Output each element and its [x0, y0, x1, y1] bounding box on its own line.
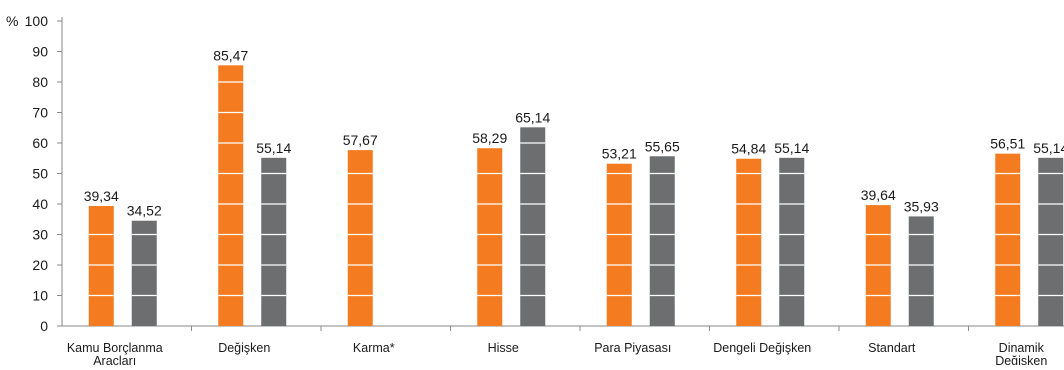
data-label: 65,14	[515, 109, 550, 125]
data-label: 39,34	[84, 188, 119, 204]
data-label: 56,51	[990, 136, 1025, 152]
x-category-label: Dinamik	[999, 341, 1045, 355]
bar	[347, 150, 373, 326]
bar	[261, 157, 287, 326]
x-category-label: Kamu Borçlanma	[67, 341, 163, 355]
bar	[131, 220, 157, 326]
y-tick-label: 70	[32, 105, 48, 121]
x-category-label: Değişken	[218, 341, 270, 355]
data-label: 55,14	[256, 140, 291, 156]
y-tick-label: 20	[32, 257, 48, 273]
y-tick-label: 10	[32, 288, 48, 304]
data-label: 39,64	[861, 187, 896, 203]
y-tick-label: 60	[32, 135, 48, 151]
x-category-label: Para Piyasası	[594, 341, 671, 355]
y-tick-label: 100	[25, 13, 49, 29]
bar	[908, 216, 934, 326]
data-label: 55,14	[774, 140, 809, 156]
x-category-label: Hisse	[488, 341, 519, 355]
data-label: 35,93	[904, 198, 939, 214]
bar	[477, 148, 503, 326]
data-label: 85,47	[213, 47, 248, 63]
bar	[88, 206, 114, 326]
bars	[88, 65, 1064, 326]
y-tick-label: 30	[32, 227, 48, 243]
bar	[606, 163, 632, 326]
y-unit-label: %	[6, 13, 18, 29]
data-label: 58,29	[472, 130, 507, 146]
y-tick-label: 0	[40, 318, 48, 334]
data-label: 55,65	[645, 138, 680, 154]
bar	[779, 157, 805, 326]
bar	[1038, 157, 1064, 326]
x-category-label: Araçları	[93, 354, 136, 365]
data-label: 57,67	[343, 132, 378, 148]
y-tick-label: 90	[32, 44, 48, 60]
y-tick-label: 50	[32, 166, 48, 182]
y-tick-label: 40	[32, 196, 48, 212]
y-tick-label: 80	[32, 74, 48, 90]
x-category-label: Karma*	[353, 341, 395, 355]
bar	[995, 153, 1021, 326]
bar	[520, 127, 546, 326]
bar	[218, 65, 244, 326]
bar	[649, 156, 675, 326]
x-category-label: Dengeli Değişken	[713, 341, 811, 355]
x-category-label: Standart	[868, 341, 916, 355]
data-label: 34,52	[127, 203, 162, 219]
data-label: 53,21	[602, 146, 637, 162]
x-category-label: Değişken	[995, 354, 1047, 365]
data-label: 55,14	[1033, 140, 1064, 156]
bar	[736, 158, 762, 326]
data-label: 54,84	[731, 141, 766, 157]
